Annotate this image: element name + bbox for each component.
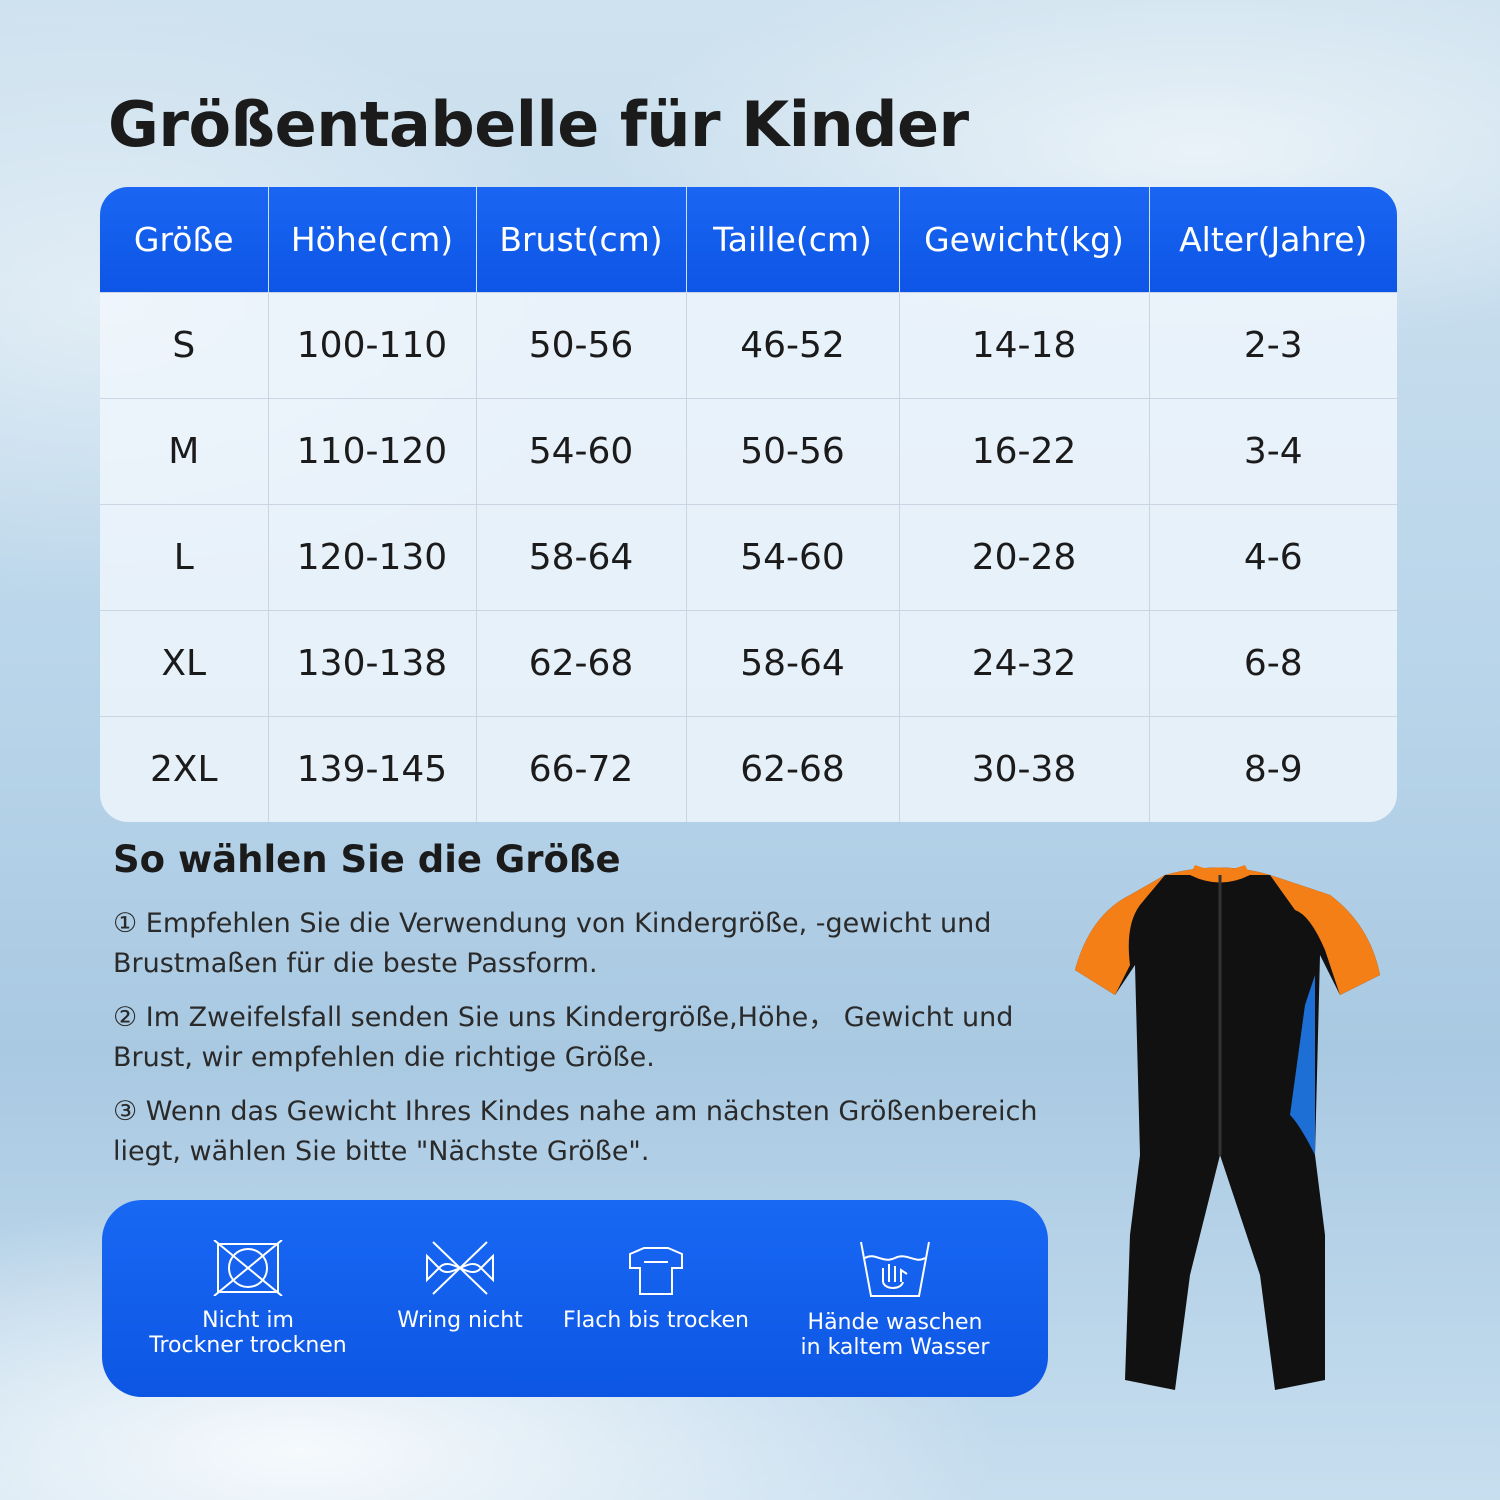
table-cell: 62-68 xyxy=(476,610,687,717)
table-cell: 20-28 xyxy=(899,504,1150,611)
table-cell: L xyxy=(100,504,269,611)
table-row: L 120-130 58-64 54-60 20-28 4-6 xyxy=(100,504,1397,611)
table-cell: 62-68 xyxy=(686,716,900,822)
header-cell: Brust(cm) xyxy=(476,187,687,293)
table-cell: 2XL xyxy=(100,716,269,822)
table-cell: M xyxy=(100,398,269,505)
table-row: XL 130-138 62-68 58-64 24-32 6-8 xyxy=(100,610,1397,717)
table-cell: 2-3 xyxy=(1149,292,1397,399)
wetsuit-image xyxy=(1075,865,1380,1390)
icon-no-dryer xyxy=(213,1240,283,1296)
title: Größentabelle für Kinder xyxy=(108,88,969,161)
guide-heading: So wählen Sie die Größe xyxy=(113,838,621,881)
header-cell: Größe xyxy=(100,187,269,293)
care-panel: Nicht im Trockner trocknen Wring nicht F… xyxy=(102,1200,1048,1397)
guide-step: ① Empfehlen Sie die Verwendung von Kinde… xyxy=(113,908,992,979)
table-cell: 4-6 xyxy=(1149,504,1397,611)
table-row: S 100-110 50-56 46-52 14-18 2-3 xyxy=(100,292,1397,399)
header-cell: Alter(Jahre) xyxy=(1149,187,1397,293)
table-cell: 130-138 xyxy=(268,610,477,717)
table-cell: XL xyxy=(100,610,269,717)
care-label: Trockner trocknen xyxy=(149,1333,347,1358)
table-cell: 54-60 xyxy=(476,398,687,505)
header-cell: Taille(cm) xyxy=(686,187,900,293)
table-cell: 50-56 xyxy=(686,398,900,505)
table-cell: 50-56 xyxy=(476,292,687,399)
table-cell: 6-8 xyxy=(1149,610,1397,717)
guide-step: ③ Wenn das Gewicht Ihres Kindes nahe am … xyxy=(113,1096,1038,1167)
size-table: Größe Höhe(cm) Brust(cm) Taille(cm) Gewicht(… xyxy=(100,187,1397,822)
table-cell: 30-38 xyxy=(899,716,1150,822)
table-cell: 58-64 xyxy=(686,610,900,717)
table-cell: 54-60 xyxy=(686,504,900,611)
table-cell: 66-72 xyxy=(476,716,687,822)
header-cell: Höhe(cm) xyxy=(268,187,477,293)
table-cell: 8-9 xyxy=(1149,716,1397,822)
care-label: Flach bis trocken xyxy=(563,1308,749,1333)
guide-steps: ① Empfehlen Sie die Verwendung von Kinde… xyxy=(113,904,1063,1186)
icon-dry-flat xyxy=(629,1247,683,1295)
table-cell: 16-22 xyxy=(899,398,1150,505)
care-item: Flach bis trocken xyxy=(546,1200,766,1333)
care-item: Wring nicht xyxy=(350,1200,570,1333)
table-row: M 110-120 54-60 50-56 16-22 3-4 xyxy=(100,398,1397,505)
care-label: Hände waschen xyxy=(807,1310,983,1335)
care-item: Hände waschen in kaltem Wasser xyxy=(785,1200,1005,1360)
table-cell: 100-110 xyxy=(268,292,477,399)
table-cell: 139-145 xyxy=(268,716,477,822)
icon-hand-wash xyxy=(860,1241,930,1297)
table-cell: 3-4 xyxy=(1149,398,1397,505)
table-cell: 58-64 xyxy=(476,504,687,611)
icon-no-wring xyxy=(426,1241,494,1295)
header-cell: Gewicht(kg) xyxy=(899,187,1150,293)
table-body: S 100-110 50-56 46-52 14-18 2-3 M 110-120 54-60 5… xyxy=(100,292,1397,822)
header-row: Größe Höhe(cm) Brust(cm) Taille(cm) Gewicht(… xyxy=(100,187,1397,293)
care-label: Nicht im xyxy=(202,1308,294,1333)
table-cell: 110-120 xyxy=(268,398,477,505)
table-cell: 46-52 xyxy=(686,292,900,399)
table-cell: 24-32 xyxy=(899,610,1150,717)
care-label: Wring nicht xyxy=(397,1308,523,1333)
table-cell: S xyxy=(100,292,269,399)
care-item: Nicht im Trockner trocknen xyxy=(138,1200,358,1358)
table-row: 2XL 139-145 66-72 62-68 30-38 8-9 xyxy=(100,716,1397,822)
guide-step: ② Im Zweifelsfall senden Sie uns Kinderg… xyxy=(113,1002,1014,1073)
care-label: in kaltem Wasser xyxy=(800,1335,990,1360)
table-cell: 120-130 xyxy=(268,504,477,611)
table-cell: 14-18 xyxy=(899,292,1150,399)
